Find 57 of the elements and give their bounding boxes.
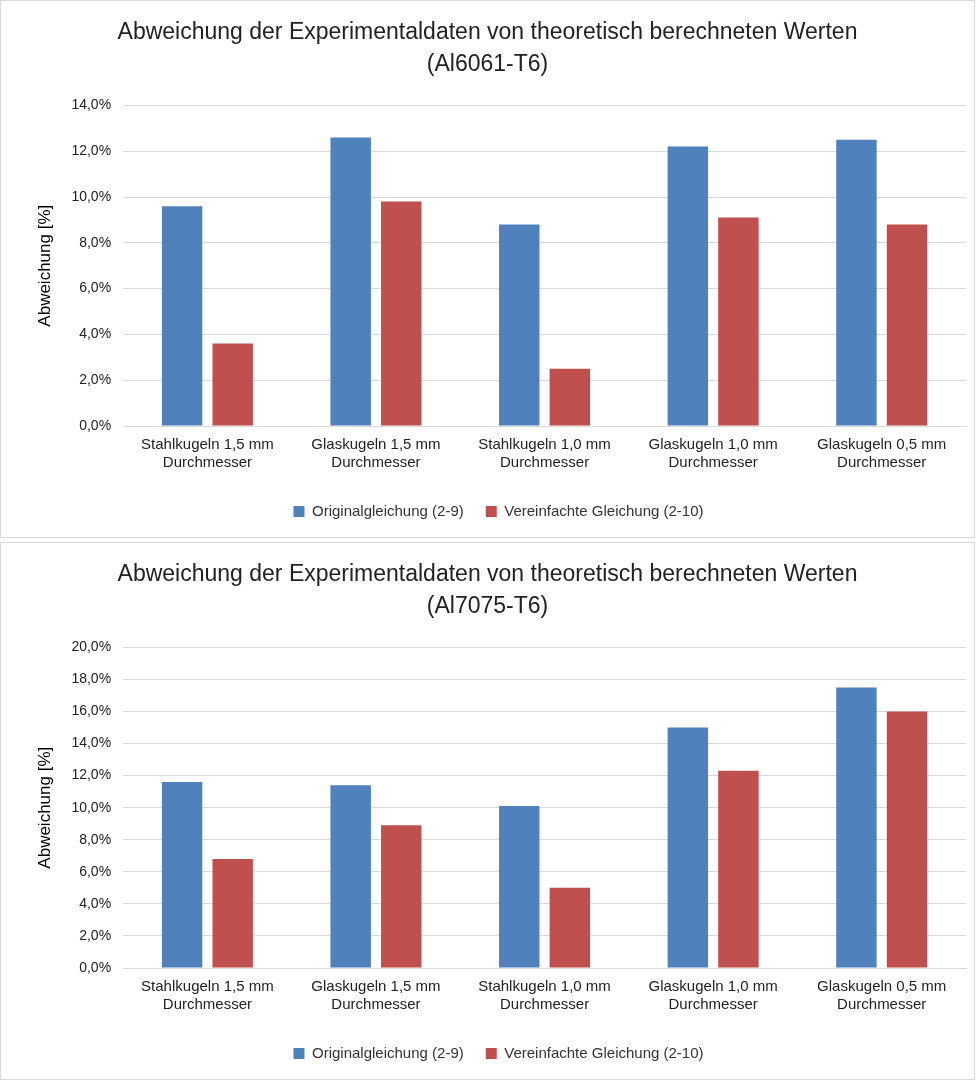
bar bbox=[499, 224, 540, 426]
y-tick-label: 2,0% bbox=[79, 371, 112, 388]
bar bbox=[161, 206, 203, 426]
y-tick-label: 0,0% bbox=[79, 416, 112, 433]
bar bbox=[667, 727, 709, 968]
legend-label: Vereinfachte Gleichung (2-10) bbox=[504, 501, 704, 519]
y-tick-label: 10,0% bbox=[71, 187, 112, 204]
y-axis-title: Abweichung [%] bbox=[34, 204, 54, 327]
bar bbox=[212, 859, 253, 968]
x-tick-label: Glaskugeln 1,0 mm Durchmesser bbox=[648, 977, 778, 1013]
bar bbox=[161, 782, 203, 968]
y-tick-label: 12,0% bbox=[71, 142, 112, 159]
x-tick-label: Glaskugeln 1,5 mm Durchmesser bbox=[311, 977, 441, 1013]
y-tick-label: 4,0% bbox=[79, 325, 112, 342]
bar bbox=[549, 887, 591, 968]
y-tick-label: 8,0% bbox=[79, 233, 112, 250]
y-tick-label: 14,0% bbox=[71, 96, 112, 113]
chart-title: Abweichung der Experimentaldaten von theoretisch berechneten Werten (Al6061-T6) bbox=[116, 17, 859, 78]
y-tick-label: 4,0% bbox=[79, 894, 112, 911]
bar bbox=[667, 146, 709, 426]
bar bbox=[381, 825, 422, 968]
x-tick-label: Stahlkugeln 1,0 mm Durchmesser bbox=[478, 977, 611, 1013]
y-tick-label: 12,0% bbox=[71, 766, 112, 783]
bar bbox=[330, 785, 371, 968]
x-tick-label: Glaskugeln 0,5 mm Durchmesser bbox=[817, 977, 947, 1013]
bar bbox=[836, 687, 877, 968]
y-tick-label: 0,0% bbox=[79, 958, 112, 975]
y-tick-label: 6,0% bbox=[79, 862, 112, 879]
x-tick-label: Stahlkugeln 1,0 mm Durchmesser bbox=[478, 435, 611, 471]
y-tick-label: 6,0% bbox=[79, 279, 112, 296]
y-tick-label: 20,0% bbox=[71, 638, 112, 655]
y-tick-label: 18,0% bbox=[71, 670, 112, 687]
bar bbox=[212, 343, 253, 426]
y-tick-label: 16,0% bbox=[71, 702, 112, 719]
legend-label: Originalgleichung (2-9) bbox=[311, 501, 464, 519]
bar bbox=[886, 224, 928, 426]
y-tick-label: 14,0% bbox=[71, 734, 112, 751]
x-tick-label: Stahlkugeln 1,5 mm Durchmesser bbox=[141, 435, 274, 471]
bar bbox=[836, 139, 877, 426]
bar bbox=[381, 201, 422, 426]
legend-label: Originalgleichung (2-9) bbox=[311, 1043, 464, 1061]
bar bbox=[886, 711, 928, 968]
bar bbox=[499, 806, 540, 968]
bar bbox=[549, 368, 591, 426]
y-tick-label: 2,0% bbox=[79, 926, 112, 943]
legend-label: Vereinfachte Gleichung (2-10) bbox=[504, 1043, 704, 1061]
bar bbox=[718, 770, 759, 968]
chart-title: Abweichung der Experimentaldaten von theoretisch berechneten Werten (Al7075-T6) bbox=[116, 559, 859, 620]
y-tick-label: 8,0% bbox=[79, 830, 112, 847]
x-tick-label: Glaskugeln 0,5 mm Durchmesser bbox=[817, 435, 947, 471]
bar bbox=[718, 217, 759, 426]
bar bbox=[330, 137, 371, 426]
y-axis-title: Abweichung [%] bbox=[34, 746, 54, 869]
x-tick-label: Stahlkugeln 1,5 mm Durchmesser bbox=[141, 977, 274, 1013]
x-tick-label: Glaskugeln 1,0 mm Durchmesser bbox=[648, 435, 778, 471]
y-tick-label: 10,0% bbox=[71, 798, 112, 815]
x-tick-label: Glaskugeln 1,5 mm Durchmesser bbox=[311, 435, 441, 471]
